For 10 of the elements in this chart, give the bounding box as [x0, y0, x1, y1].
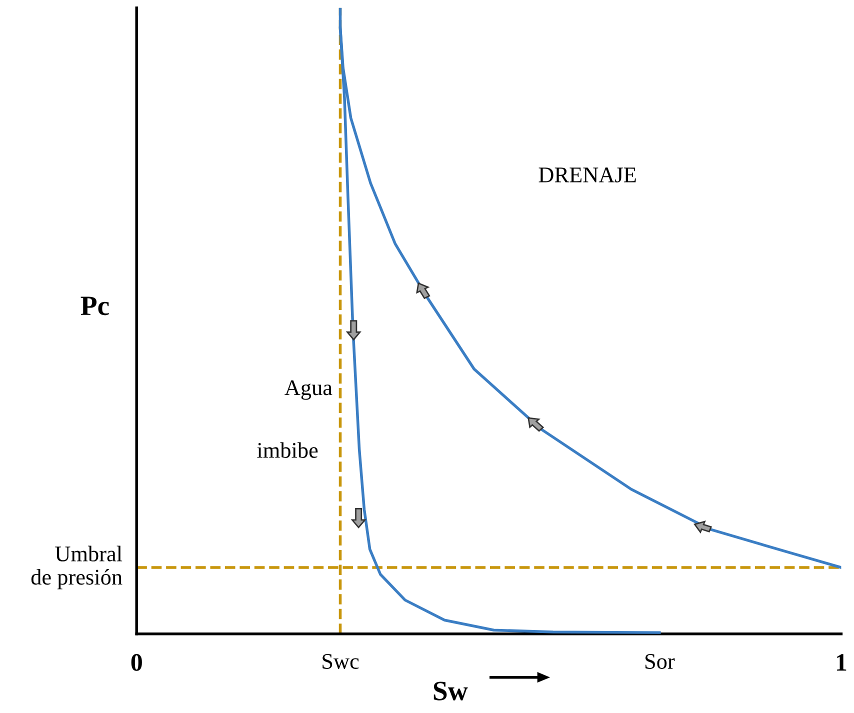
x-tick-label: 1: [836, 654, 846, 671]
annotation: imbibe: [257, 442, 318, 458]
x-tick-label: 0: [131, 654, 142, 671]
y-axis-title: Pc: [80, 296, 109, 316]
x-tick-label: Swc: [322, 654, 359, 669]
x-axis-title: Sw: [434, 682, 468, 700]
annotation: Agua: [284, 380, 332, 400]
x-tick-label: Sor: [645, 654, 675, 669]
annotation: DRENAJE: [538, 168, 636, 182]
ref-line-label: Umbral de presión: [31, 546, 122, 590]
